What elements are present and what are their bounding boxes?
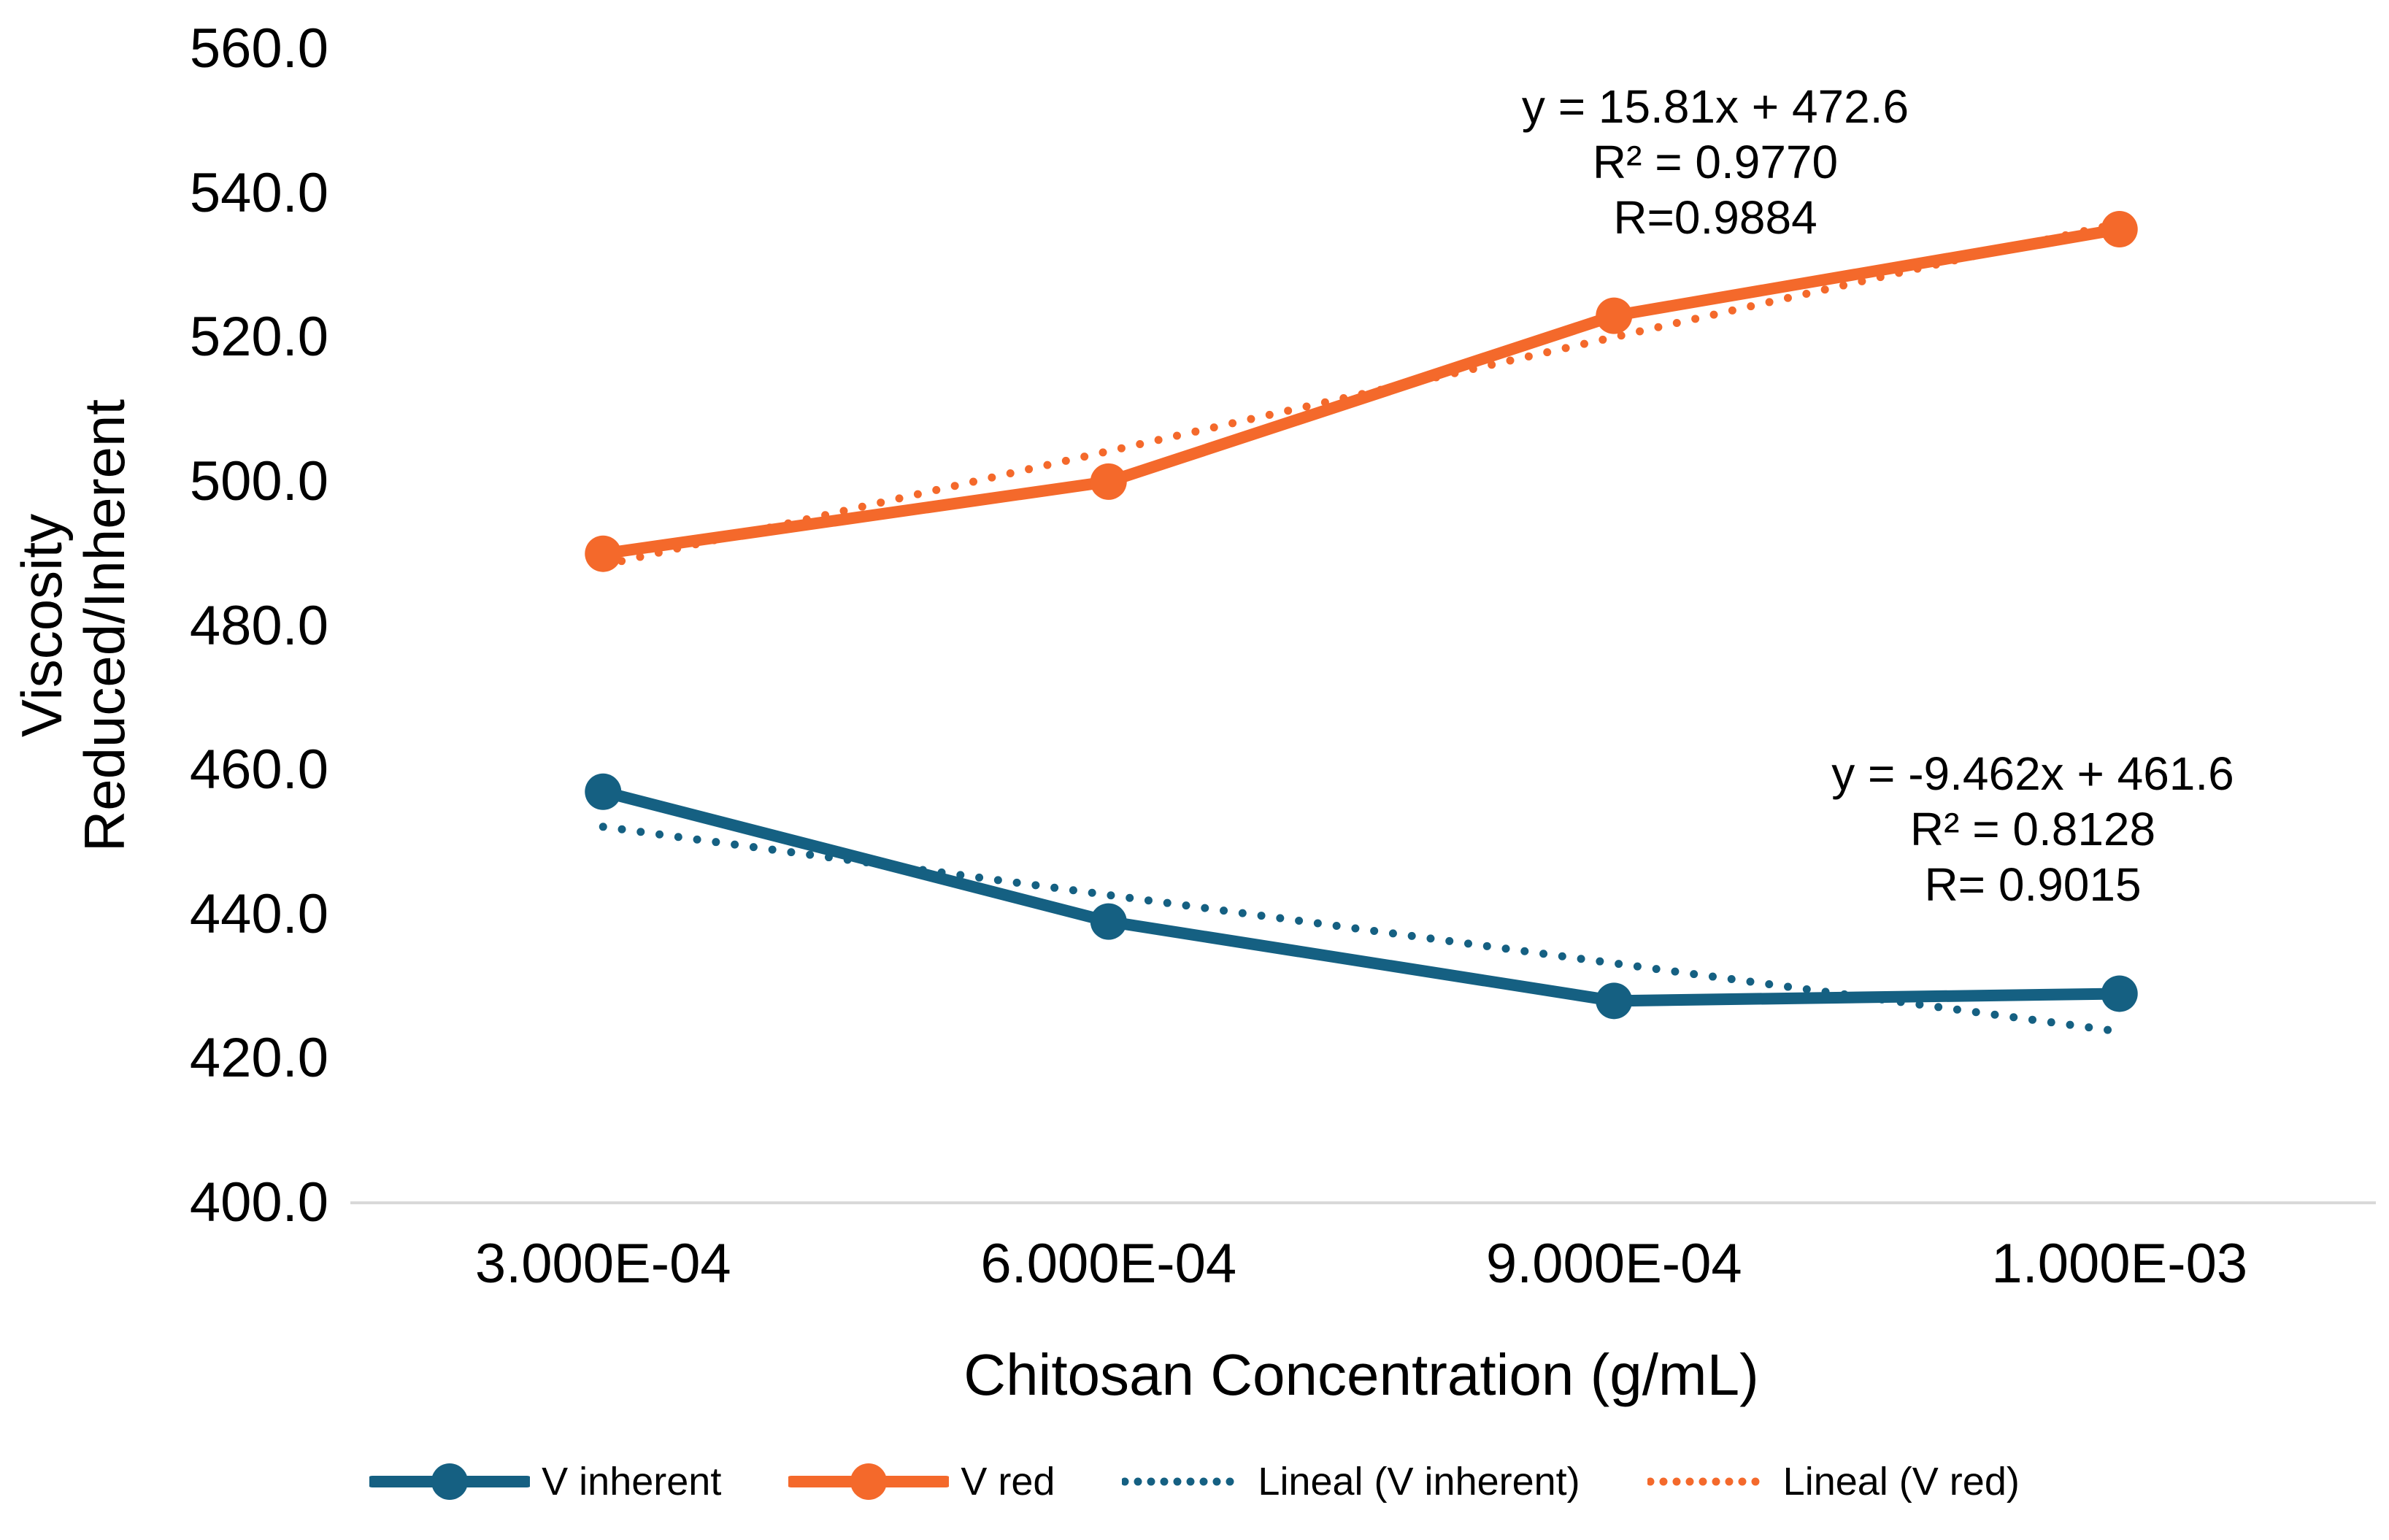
data-point-v-inherent	[585, 773, 622, 810]
y-tick-label: 440.0	[189, 882, 328, 945]
x-tick-label: 6.000E-04	[980, 1233, 1237, 1295]
series-line-v-red	[597, 223, 2126, 560]
data-point-v-inherent	[1090, 903, 1127, 940]
x-tick-label: 1.000E-03	[1991, 1233, 2248, 1295]
data-point-v-red	[585, 535, 622, 572]
y-tick-label: 500.0	[189, 450, 328, 512]
legend-item-lineal-v-red: Lineal (V red)	[1647, 1460, 2020, 1504]
legend-label: V inherent	[542, 1460, 722, 1504]
x-axis-title: Chitosan Concentration (g/mL)	[963, 1342, 1759, 1407]
y-tick-label: 400.0	[189, 1171, 328, 1233]
y-tick-label: 520.0	[189, 306, 328, 369]
series-line-v-inherent	[597, 785, 2126, 1007]
legend-swatch-solid-marker-icon	[369, 1463, 531, 1500]
trendline-annotation-v-inherent: y = -9.462x + 461.6 R² = 0.8128 R= 0.901…	[1831, 746, 2234, 912]
legend-swatch-dotted-icon	[1122, 1477, 1247, 1486]
y-axis-title-line: Reduced/Inherent	[72, 399, 136, 852]
data-point-v-red	[1090, 463, 1127, 500]
x-tick-label: 9.000E-04	[1485, 1233, 1742, 1295]
y-tick-label: 420.0	[189, 1027, 328, 1090]
r-squared-text: R² = 0.9770	[1592, 136, 1839, 188]
legend-swatch-dotted-icon	[1647, 1477, 1771, 1486]
data-point-v-inherent	[2101, 975, 2138, 1012]
data-point-v-red	[2101, 211, 2138, 248]
legend: V inherent V red Lineal (V inherent) Lin…	[0, 1460, 2389, 1504]
data-point-v-red	[1596, 297, 1633, 334]
y-tick-label: 560.0	[189, 18, 328, 80]
legend-item-v-red: V red	[788, 1460, 1055, 1504]
legend-item-lineal-v-inherent: Lineal (V inherent)	[1122, 1460, 1580, 1504]
y-tick-label: 480.0	[189, 594, 328, 657]
y-tick-label: 540.0	[189, 161, 328, 224]
data-point-v-inherent	[1596, 982, 1633, 1020]
y-axis-title-line: Viscosity	[9, 513, 74, 738]
r-squared-text: R² = 0.8128	[1909, 803, 2156, 855]
r-text: R= 0.9015	[1924, 858, 2142, 911]
equation-text: y = 15.81x + 472.6	[1521, 80, 1909, 133]
legend-label: Lineal (V red)	[1782, 1460, 2020, 1504]
legend-label: Lineal (V inherent)	[1258, 1460, 1580, 1504]
y-axis-title: Viscosity Reduced/Inherent	[9, 399, 136, 852]
r-text: R=0.9884	[1613, 191, 1817, 244]
y-tick-label: 460.0	[189, 739, 328, 801]
equation-text: y = -9.462x + 461.6	[1831, 747, 2234, 800]
legend-label: V red	[961, 1460, 1055, 1504]
legend-item-v-inherent: V inherent	[369, 1460, 721, 1504]
trendline-annotation-v-red: y = 15.81x + 472.6 R² = 0.9770 R=0.9884	[1522, 79, 1909, 245]
legend-swatch-solid-marker-icon	[788, 1463, 950, 1500]
x-tick-label: 3.000E-04	[474, 1233, 731, 1295]
